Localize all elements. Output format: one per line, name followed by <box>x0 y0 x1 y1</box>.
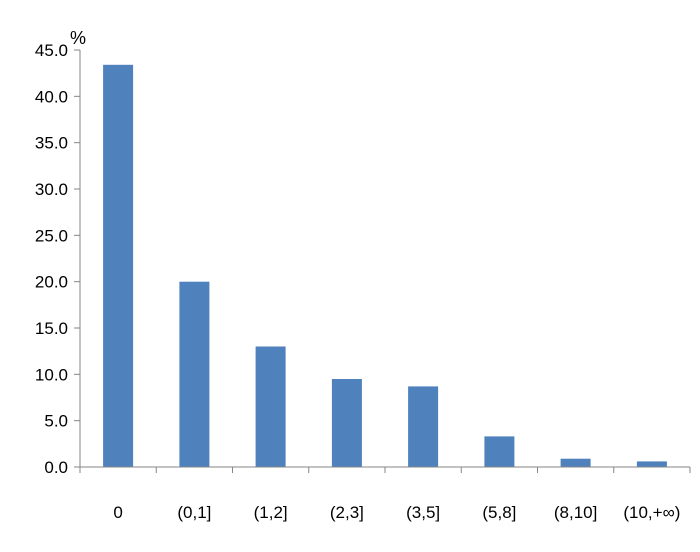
x-category-label-7: (10,+∞) <box>623 503 680 522</box>
y-axis-unit-label: % <box>70 28 86 48</box>
bar-5 <box>484 436 515 467</box>
y-tick-label-6: 30.0 <box>35 180 68 199</box>
bar-0 <box>103 64 134 468</box>
y-tick-label-8: 40.0 <box>35 87 68 106</box>
y-tick-label-2: 10.0 <box>35 365 68 384</box>
y-tick-label-3: 15.0 <box>35 319 68 338</box>
bar-1 <box>179 281 210 467</box>
y-tick-label-5: 25.0 <box>35 226 68 245</box>
bar-2 <box>255 346 286 467</box>
x-category-label-0: 0 <box>113 503 122 522</box>
bar-7 <box>636 461 667 467</box>
x-labels-group: 0 (0,1] (1,2] (2,3] (3,5] (5,8] (8,10] (10,+∞) <box>79 467 691 522</box>
y-tick-label-4: 20.0 <box>35 273 68 292</box>
x-category-label-3: (2,3] <box>330 503 364 522</box>
y-tick-label-1: 5.0 <box>44 412 68 431</box>
bar-6 <box>560 458 591 467</box>
axes-group <box>79 50 690 468</box>
y-tick-label-9: 45.0 <box>35 41 68 60</box>
y-tick-label-0: 0.0 <box>44 458 68 477</box>
x-category-label-1: (0,1] <box>177 503 211 522</box>
x-category-label-5: (5,8] <box>482 503 516 522</box>
x-category-label-4: (3,5] <box>406 503 440 522</box>
x-category-label-2: (1,2] <box>254 503 288 522</box>
y-tick-label-7: 35.0 <box>35 134 68 153</box>
y-ticks-group: 0.0 5.0 10.0 15.0 20.0 25.0 30.0 35.0 40.0 45.0 <box>35 41 80 477</box>
bar-4 <box>408 386 439 467</box>
bars-group <box>103 64 667 468</box>
bar-3 <box>331 379 362 467</box>
x-category-label-6: (8,10] <box>554 503 597 522</box>
